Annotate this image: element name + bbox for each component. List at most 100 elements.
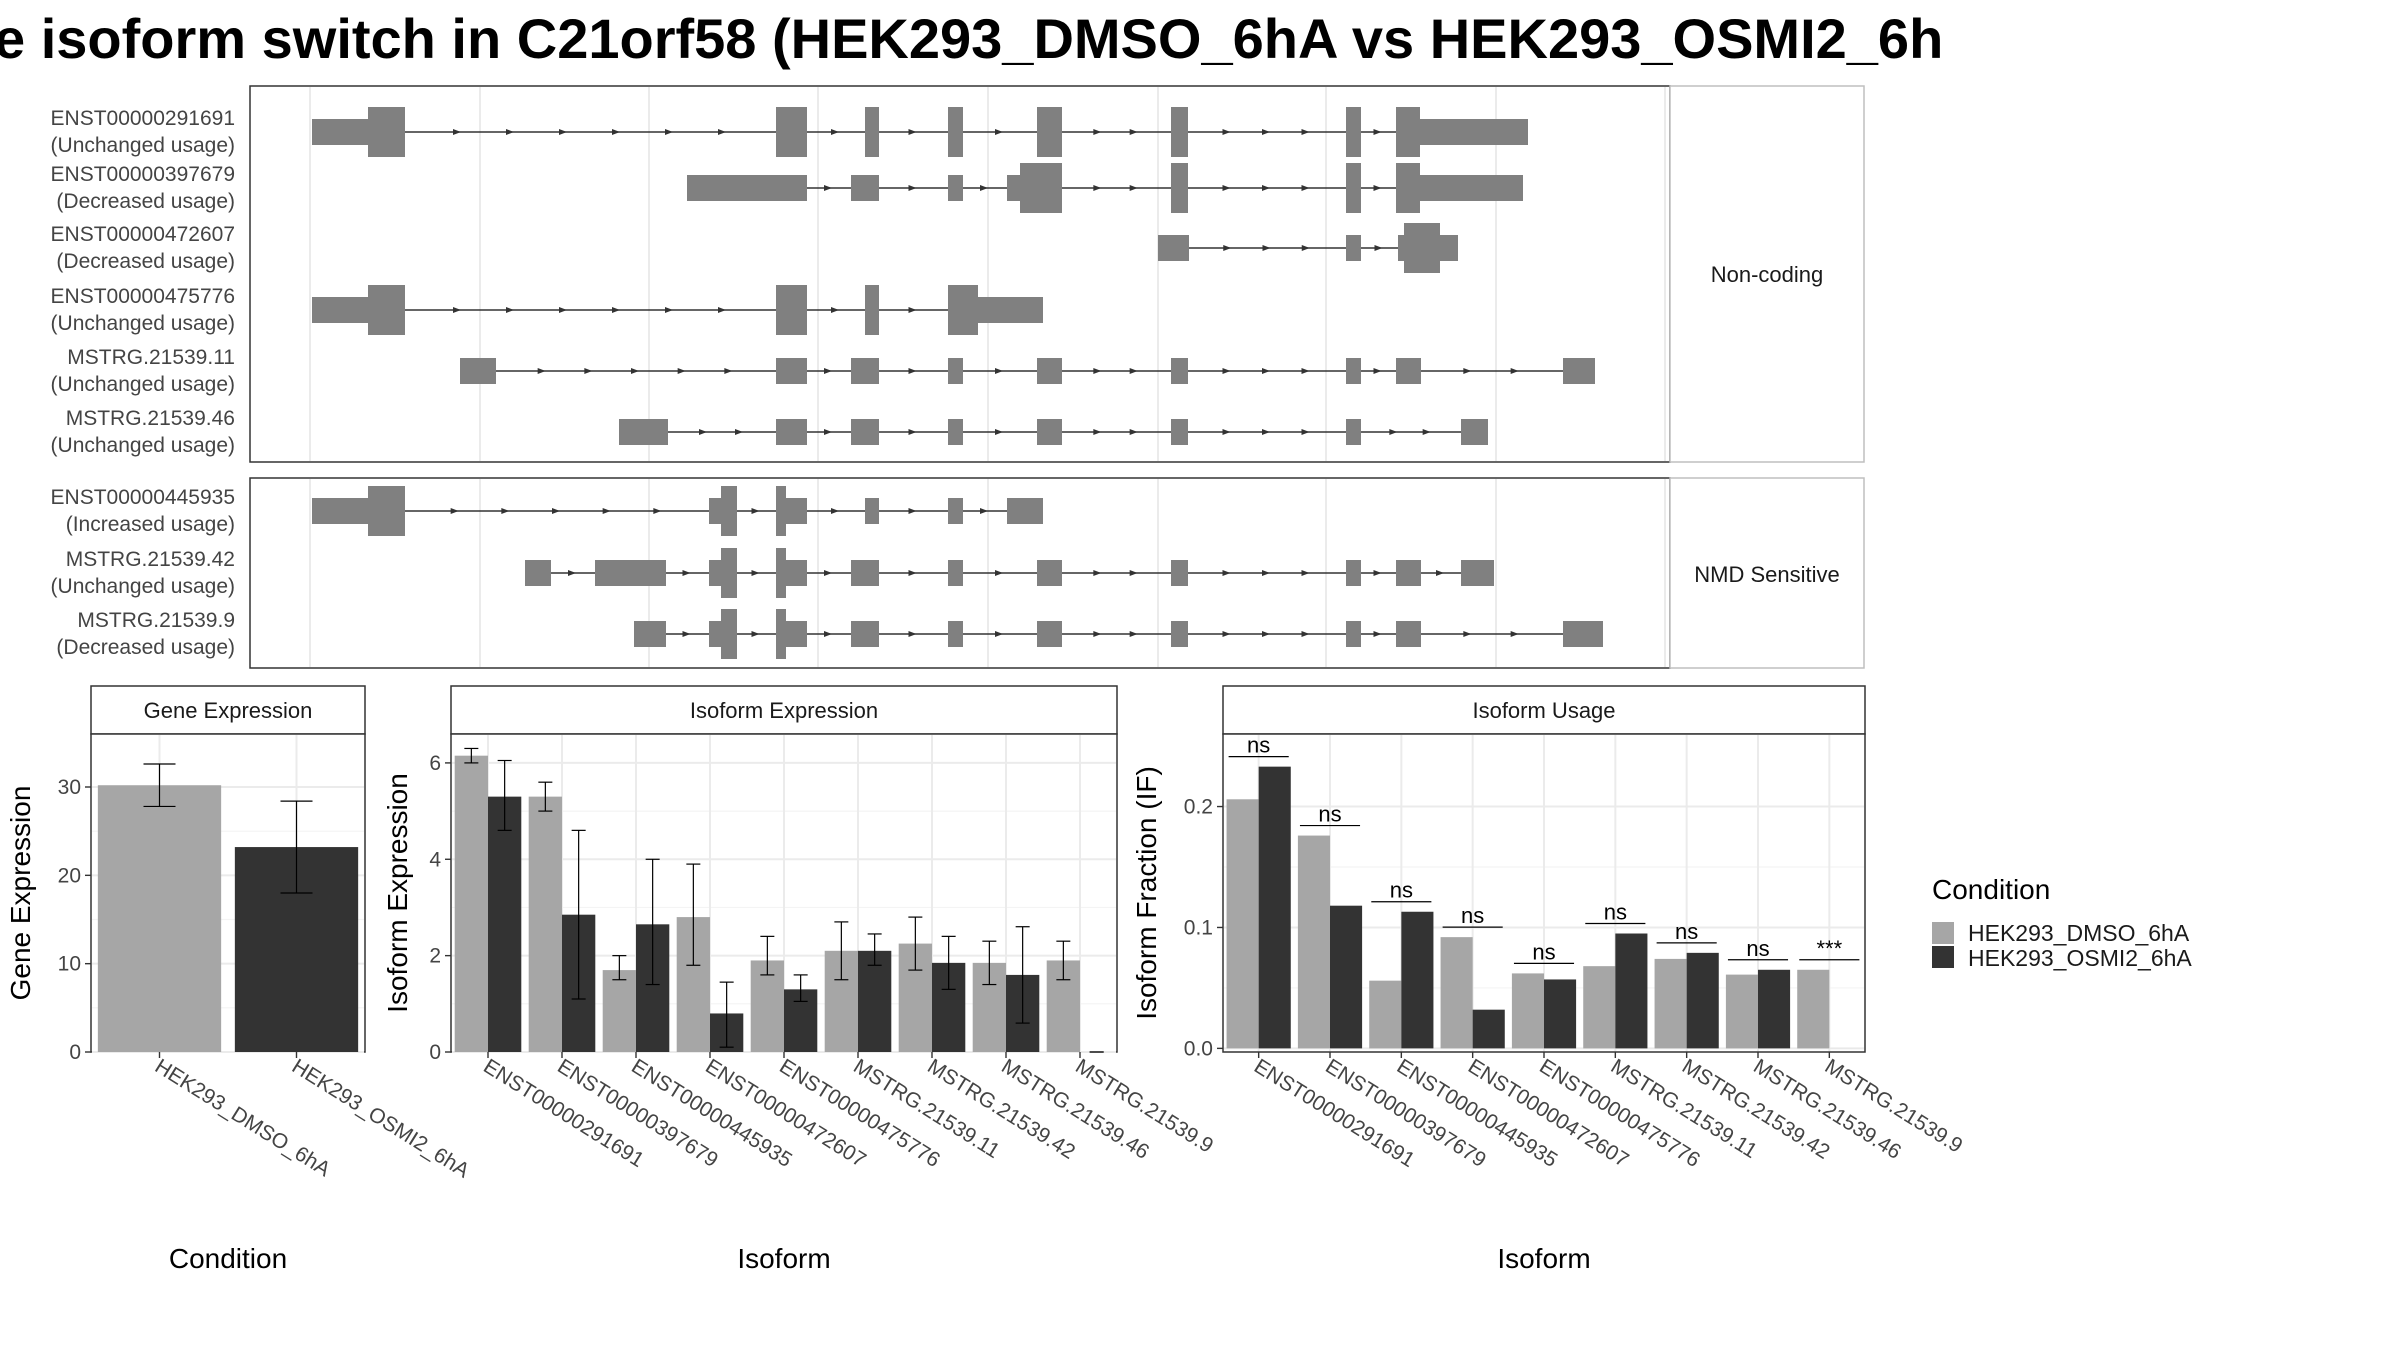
exon — [851, 175, 879, 201]
exon — [1396, 560, 1421, 586]
intron-arrow — [751, 631, 760, 637]
intron-arrow — [677, 368, 686, 374]
transcript-MSTRG.21539.9 — [634, 609, 1603, 659]
bar — [1401, 911, 1434, 1049]
y-tick-label: 6 — [429, 752, 441, 775]
exon — [1346, 107, 1361, 157]
strip-nmd — [1669, 477, 1865, 669]
intron-arrow — [552, 508, 560, 514]
intron-arrow — [995, 368, 1003, 374]
exon — [525, 560, 551, 586]
y-tick-label: 4 — [429, 848, 441, 871]
exon — [460, 358, 496, 384]
intron-arrow — [908, 429, 917, 435]
bar — [1725, 974, 1758, 1049]
intron-arrow — [1129, 185, 1138, 191]
exon — [1346, 358, 1361, 384]
exon — [1563, 358, 1595, 384]
bar — [1330, 905, 1363, 1049]
exon — [1396, 358, 1421, 384]
exon — [312, 498, 368, 524]
strip-noncoding — [1669, 85, 1865, 463]
intron-arrow — [1262, 429, 1270, 435]
exon — [776, 548, 786, 598]
intron-arrow — [612, 307, 620, 313]
exon — [865, 498, 879, 524]
intron-arrow — [612, 129, 620, 135]
exon — [1420, 119, 1528, 145]
exon — [1461, 419, 1488, 445]
intron-arrow — [1262, 245, 1271, 251]
exon — [865, 285, 879, 335]
intron-arrow — [537, 368, 546, 374]
structure-panel-nmd: NMD Sensitive — [249, 477, 1865, 669]
intron-arrow — [995, 129, 1003, 135]
exon — [786, 621, 807, 647]
bar — [1511, 973, 1544, 1049]
exon — [368, 107, 405, 157]
isoform-usage-panel: Isoform Usage 0.00.10.2ENST00000291691ns… — [1131, 685, 1967, 1274]
bar — [454, 755, 488, 1052]
exon — [776, 358, 807, 384]
bar — [750, 960, 784, 1052]
exon — [851, 419, 879, 445]
exon — [1440, 235, 1458, 261]
isoform-usage-ylabel: Isoform Fraction (IF) — [1131, 766, 1162, 1020]
isoform-expression-panel: Isoform Expression 0246ENST00000291691EN… — [382, 685, 1217, 1274]
bar — [1758, 969, 1791, 1049]
significance-label: ns — [1390, 878, 1413, 903]
bar — [528, 796, 562, 1052]
intron-arrow — [1301, 368, 1310, 374]
intron-arrow — [653, 508, 662, 514]
intron-arrow — [824, 185, 832, 191]
legend: Condition HEK293_DMSO_6hA HEK293_OSMI2_6… — [1932, 874, 2192, 971]
exon — [1346, 235, 1361, 261]
bar — [1472, 1009, 1505, 1049]
intron-arrow — [908, 631, 917, 637]
intron-arrow — [1129, 570, 1138, 576]
exon — [948, 621, 963, 647]
bar — [1226, 799, 1259, 1049]
exon — [851, 358, 879, 384]
legend-title: Condition — [1932, 874, 2050, 905]
transcript-ENST00000291691 — [312, 107, 1528, 157]
intron-arrow — [908, 570, 917, 576]
y-tick-label: 0 — [429, 1041, 441, 1064]
exon — [776, 609, 786, 659]
exon — [1171, 107, 1188, 157]
intron-arrow — [751, 508, 760, 514]
exon — [1396, 621, 1421, 647]
intron-arrow — [995, 570, 1003, 576]
legend-swatch-dmso — [1932, 922, 1954, 944]
intron-arrow — [831, 129, 839, 135]
figure-title: e isoform switch in C21orf58 (HEK293_DMS… — [0, 7, 1943, 70]
intron-arrow — [908, 368, 917, 374]
intron-arrow — [682, 631, 691, 637]
exon — [1563, 621, 1603, 647]
intron-arrow — [824, 429, 832, 435]
transcript-usage-label: (Decreased usage) — [56, 250, 235, 273]
bar — [1544, 979, 1577, 1049]
intron-arrow — [1093, 631, 1102, 637]
transcript-ENST00000475776 — [312, 285, 1043, 335]
intron-arrow — [980, 508, 988, 514]
bar — [858, 950, 892, 1052]
bar — [1440, 937, 1473, 1049]
exon — [634, 621, 666, 647]
intron-arrow — [908, 508, 917, 514]
exon — [948, 498, 963, 524]
intron-arrow — [980, 185, 988, 191]
exon — [312, 297, 368, 323]
gene-expression-strip-title: Gene Expression — [144, 698, 313, 723]
exon — [786, 498, 807, 524]
intron-arrow — [1129, 631, 1138, 637]
exon — [709, 621, 721, 647]
intron-arrow — [1222, 429, 1231, 435]
exon — [776, 285, 807, 335]
intron-arrow — [1436, 570, 1444, 576]
intron-arrow — [1129, 429, 1138, 435]
intron-arrow — [1222, 570, 1231, 576]
intron-arrow — [1510, 631, 1519, 637]
bar — [602, 970, 636, 1052]
